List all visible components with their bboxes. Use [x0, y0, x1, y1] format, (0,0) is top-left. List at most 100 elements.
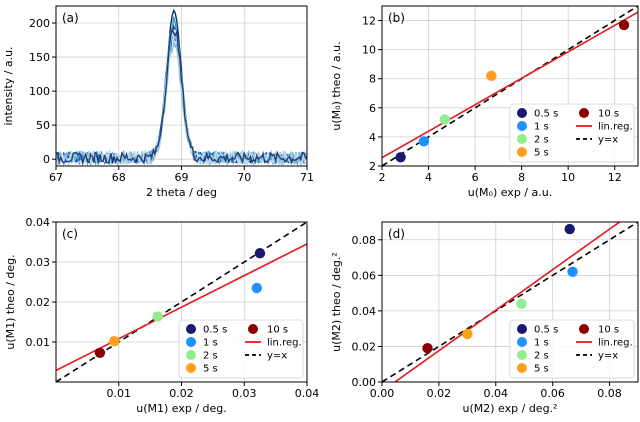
x-tick-label: 70 [237, 171, 251, 184]
y-tick-label: 0.04 [352, 305, 377, 318]
legend-marker [186, 350, 196, 360]
legend-label: 1 s [534, 338, 549, 349]
x-axis-label: u(M1) exp / deg. [136, 402, 227, 415]
legend-marker [517, 324, 527, 334]
panel-label: (b) [388, 11, 405, 25]
identity-line [382, 222, 638, 382]
legend-label: 5 s [203, 364, 218, 375]
y-axis-label: u(M2) theo / deg.² [330, 252, 343, 352]
x-tick-label: 0.01 [107, 387, 132, 400]
y-tick-label: 50 [36, 119, 50, 132]
x-tick-label: 67 [49, 171, 63, 184]
y-tick-label: 0.04 [26, 216, 51, 229]
x-tick-label: 8 [518, 171, 525, 184]
y-axis-label: u(M₀) theo / a.u. [330, 41, 343, 130]
legend-marker [517, 350, 527, 360]
x-tick-label: 0.00 [370, 387, 395, 400]
point-1-s [251, 282, 262, 294]
legend-marker [579, 324, 589, 334]
point-1-s [418, 136, 430, 147]
legend-marker [517, 147, 527, 157]
legend-label: 0.5 s [203, 325, 227, 336]
y-tick-label: 10 [362, 44, 376, 57]
legend-label: 1 s [203, 338, 218, 349]
x-tick-label: 2 [379, 171, 386, 184]
y-tick-label: 0.03 [26, 256, 51, 269]
legend-label: 0.5 s [534, 325, 558, 336]
x-tick-label: 0.04 [484, 387, 509, 400]
x-tick-label: 10 [561, 171, 575, 184]
legend-label: 2 s [534, 135, 549, 146]
legend-marker [517, 134, 527, 144]
series-line-8 [56, 26, 307, 166]
point-0-5-s [564, 223, 575, 235]
legend-marker [186, 363, 196, 373]
y-tick-label: 0.01 [26, 336, 51, 349]
legend-label: 10 s [267, 325, 288, 336]
panel-label: (a) [62, 11, 79, 25]
legend-marker [579, 108, 589, 118]
axes-frame [381, 5, 639, 167]
y-tick-label: 4 [369, 131, 376, 144]
panel-a: 67 68 69 70 71 0 50 100 150 200 2 theta / deg inten… [2, 5, 314, 199]
y-tick-label: 0.02 [352, 340, 377, 353]
x-tick-label: 0.04 [295, 387, 320, 400]
y-tick-label: 0.06 [352, 269, 377, 282]
point-2-s [152, 311, 163, 322]
legend-marker [517, 337, 527, 347]
point-5-s [109, 336, 120, 347]
point-1-s [567, 266, 578, 277]
y-tick-label: 0 [43, 153, 50, 166]
x-axis-label: 2 theta / deg [146, 186, 217, 199]
legend-marker [517, 108, 527, 118]
legend-label: y=x [598, 351, 618, 362]
y-tick-label: 150 [29, 51, 50, 64]
y-tick-label: 6 [369, 102, 376, 115]
legend-label: 10 s [598, 325, 619, 336]
panel-label: (c) [62, 227, 78, 241]
x-tick-label: 6 [472, 171, 479, 184]
x-tick-label: 71 [300, 171, 314, 184]
y-tick-label: 2 [369, 160, 376, 173]
legend-label: 5 s [534, 148, 549, 159]
legend-marker [248, 324, 258, 334]
point-2-s [439, 114, 451, 125]
panel-b: 0.5 s 1 s 2 s 5 s 10 s lin.reg. y=x 2 4 6 8 10 12 2 4 6… [330, 5, 639, 199]
legend-label: 2 s [534, 351, 549, 362]
point-2-s [516, 298, 527, 309]
regression-line [382, 11, 638, 159]
y-tick-label: 0.00 [352, 376, 377, 389]
legend-box [509, 319, 635, 379]
x-tick-label: 0.02 [427, 387, 452, 400]
panel-label: (d) [388, 227, 405, 241]
y-axis-label: intensity / a.u. [2, 46, 15, 125]
plot-area [56, 222, 307, 382]
point-0-5-s [395, 152, 406, 163]
x-tick-label: 68 [112, 171, 126, 184]
x-tick-label: 12 [608, 171, 622, 184]
x-tick-label: 4 [425, 171, 432, 184]
legend: 0.5 s 1 s 2 s 5 s 10 s lin.reg. y=x [509, 103, 635, 163]
legend-label: lin.reg. [598, 338, 633, 349]
legend-label: lin.reg. [267, 338, 302, 349]
legend: 0.5 s 1 s 2 s 5 s 10 s lin.reg. y=x [178, 319, 304, 379]
x-axis-label: u(M₀) exp / a.u. [468, 186, 552, 199]
point-5-s [486, 70, 497, 82]
point-0-5-s [254, 248, 266, 259]
legend-label: 5 s [534, 364, 549, 375]
x-tick-label: 0.03 [232, 387, 257, 400]
x-tick-label: 69 [175, 171, 189, 184]
legend-box [178, 319, 304, 379]
y-tick-label: 100 [29, 85, 50, 98]
legend-label: 0.5 s [534, 109, 558, 120]
legend-marker [517, 363, 527, 373]
plot-area [382, 222, 638, 382]
x-tick-label: 0.06 [540, 387, 565, 400]
y-tick-label: 200 [29, 17, 50, 30]
legend-label: y=x [267, 351, 287, 362]
legend: 0.5 s 1 s 2 s 5 s 10 s lin.reg. y=x [509, 319, 635, 379]
panel-c: 0.5 s 1 s 2 s 5 s 10 s lin.reg. y=x 0.01 0.02 0.0… [4, 216, 319, 415]
legend-marker [186, 337, 196, 347]
legend-label: lin.reg. [598, 122, 633, 133]
point-10-s [618, 19, 630, 31]
